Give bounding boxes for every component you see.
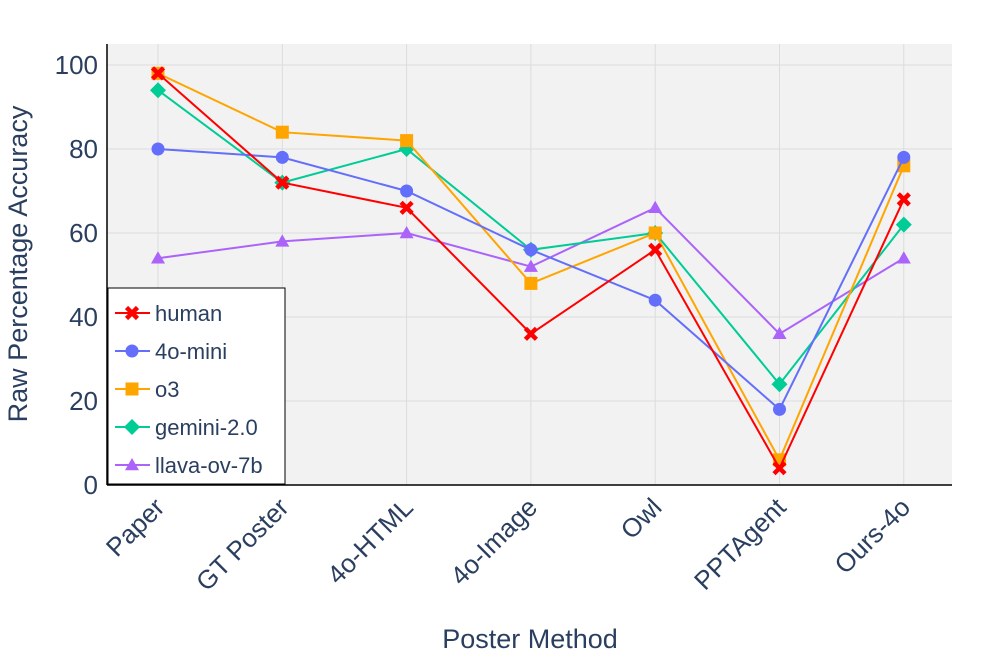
y-tick-label: 100	[55, 50, 98, 80]
x-tick-label: Owl	[615, 492, 668, 545]
y-tick-label: 80	[69, 134, 98, 164]
data-point-llava-ov-7b	[275, 234, 290, 247]
data-point-llava-ov-7b	[151, 251, 165, 264]
data-point-4o-mini	[524, 243, 538, 257]
x-tick-label: Ours-4o	[828, 492, 916, 580]
y-axis-title: Raw Percentage Accuracy	[3, 105, 33, 422]
x-tick-label: GT Poster	[190, 492, 295, 597]
data-point-gemini-2-0	[771, 376, 788, 393]
x-tick-label: Paper	[100, 492, 171, 563]
legend-marker-gemini-2-0	[124, 419, 140, 435]
data-point-4o-mini	[400, 184, 414, 198]
x-tick-label: PPTAgent	[688, 491, 792, 595]
series-4o-mini	[151, 142, 911, 416]
data-point-4o-mini	[151, 142, 165, 156]
data-point-gemini-2-0	[895, 216, 912, 233]
y-tick-label: 20	[69, 386, 98, 416]
series-human	[150, 66, 911, 476]
legend-marker-o3	[125, 382, 139, 396]
legend: human 4o-mini o3 gemini-2.0 llava-ov-7b	[107, 287, 286, 485]
legend-label-llava-ov-7b: llava-ov-7b	[155, 453, 263, 478]
data-point-4o-mini	[648, 293, 662, 307]
legend-marker-human	[124, 305, 140, 321]
data-point-llava-ov-7b	[399, 226, 414, 239]
data-point-llava-ov-7b	[523, 259, 538, 272]
data-point-o3	[400, 134, 414, 148]
legend-label-o3: o3	[155, 377, 179, 402]
data-point-llava-ov-7b	[896, 251, 911, 264]
y-tick-label: 40	[69, 302, 98, 332]
x-tick-label: 4o-HTML	[321, 492, 419, 590]
data-point-human	[150, 66, 166, 81]
x-tick-label: 4o-Image	[444, 492, 543, 591]
legend-item-gemini-2-0: gemini-2.0	[115, 415, 258, 440]
y-tick-label: 60	[69, 218, 98, 248]
data-point-o3	[524, 276, 538, 290]
data-point-human	[399, 200, 414, 215]
legend-marker-llava-ov-7b	[125, 458, 139, 471]
data-point-human	[648, 242, 663, 257]
data-point-4o-mini	[897, 150, 911, 164]
legend-item-o3: o3	[115, 377, 179, 402]
series-llava-ov-7b	[151, 200, 911, 340]
data-point-llava-ov-7b	[772, 326, 787, 340]
data-point-o3	[648, 226, 662, 240]
y-tick-labels: 0 20 40 60 80 100	[55, 50, 98, 500]
data-point-o3	[275, 125, 289, 139]
data-point-4o-mini	[275, 150, 289, 164]
data-point-human	[523, 326, 538, 341]
data-point-human	[772, 461, 787, 476]
legend-item-4o-mini: 4o-mini	[115, 339, 227, 364]
legend-item-human: human	[115, 301, 222, 326]
legend-marker-4o-mini	[125, 344, 139, 358]
x-tick-labels: Paper GT Poster 4o-HTML 4o-Image Owl PPTAgent…	[100, 491, 916, 596]
data-point-4o-mini	[773, 402, 786, 416]
legend-label-4o-mini: 4o-mini	[155, 339, 227, 364]
y-tick-label: 0	[84, 470, 98, 500]
data-point-human	[896, 192, 911, 207]
series-layer	[150, 66, 912, 476]
data-point-llava-ov-7b	[648, 200, 663, 214]
x-axis-title: Poster Method	[442, 624, 618, 654]
data-point-gemini-2-0	[150, 82, 166, 99]
legend-item-llava-ov-7b: llava-ov-7b	[115, 453, 263, 478]
legend-label-gemini-2-0: gemini-2.0	[155, 415, 258, 440]
legend-label-human: human	[155, 301, 222, 326]
data-point-human	[275, 175, 290, 190]
